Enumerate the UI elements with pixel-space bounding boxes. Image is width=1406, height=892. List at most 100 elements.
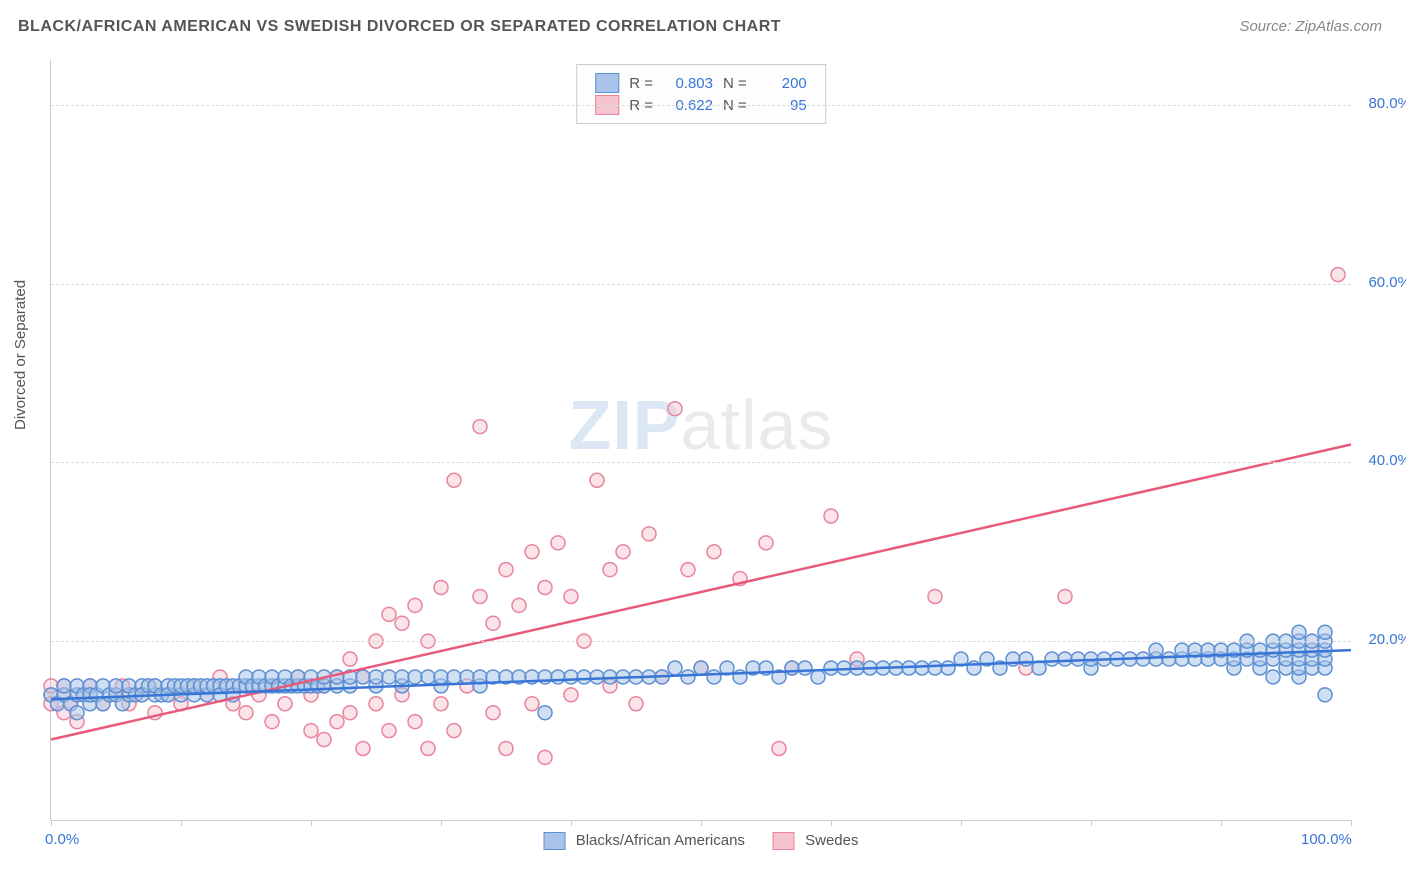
scatter-point-pink (525, 545, 539, 559)
scatter-point-pink (434, 581, 448, 595)
legend-n-value: 200 (757, 75, 807, 92)
legend-swatch-blue (595, 73, 619, 93)
scatter-point-blue (109, 679, 123, 693)
scatter-point-pink (1058, 589, 1072, 603)
scatter-point-blue (395, 670, 409, 684)
scatter-point-pink (499, 741, 513, 755)
legend-swatch-pink (773, 832, 795, 850)
scatter-point-blue (941, 661, 955, 675)
x-tick (311, 820, 312, 826)
chart-svg (51, 60, 1351, 820)
scatter-point-pink (538, 750, 552, 764)
x-tick (441, 820, 442, 826)
legend-bottom-item: Blacks/African Americans (544, 832, 745, 850)
scatter-point-pink (642, 527, 656, 541)
gridline-h (51, 641, 1351, 642)
scatter-point-pink (928, 589, 942, 603)
scatter-point-pink (707, 545, 721, 559)
scatter-point-blue (824, 661, 838, 675)
scatter-point-pink (564, 688, 578, 702)
scatter-point-blue (538, 706, 552, 720)
regression-line-pink (51, 444, 1351, 739)
x-tick (701, 820, 702, 826)
y-axis-label: Divorced or Separated (12, 280, 29, 430)
scatter-point-pink (473, 420, 487, 434)
scatter-point-blue (1266, 670, 1280, 684)
scatter-point-pink (681, 563, 695, 577)
scatter-point-pink (447, 724, 461, 738)
scatter-point-blue (1019, 652, 1033, 666)
scatter-point-pink (421, 741, 435, 755)
source-label: Source: ZipAtlas.com (1239, 18, 1382, 35)
x-tick (181, 820, 182, 826)
legend-swatch-blue (544, 832, 566, 850)
scatter-point-blue (1318, 625, 1332, 639)
scatter-point-pink (759, 536, 773, 550)
plot-area: ZIPatlas R = 0.803 N = 200 R = 0.622 N =… (50, 60, 1351, 821)
legend-top: R = 0.803 N = 200 R = 0.622 N = 95 (576, 64, 826, 124)
scatter-point-blue (694, 661, 708, 675)
scatter-point-blue (577, 670, 591, 684)
scatter-point-blue (369, 670, 383, 684)
scatter-point-blue (1045, 652, 1059, 666)
scatter-point-pink (395, 616, 409, 630)
scatter-point-blue (70, 706, 84, 720)
scatter-point-pink (265, 715, 279, 729)
scatter-point-pink (278, 697, 292, 711)
scatter-point-pink (473, 589, 487, 603)
scatter-point-pink (512, 598, 526, 612)
legend-r-value: 0.803 (663, 75, 713, 92)
y-tick-label: 40.0% (1368, 452, 1406, 469)
scatter-point-blue (915, 661, 929, 675)
scatter-point-blue (57, 679, 71, 693)
scatter-point-blue (551, 670, 565, 684)
scatter-point-pink (603, 563, 617, 577)
x-tick (961, 820, 962, 826)
scatter-point-pink (629, 697, 643, 711)
scatter-point-pink (356, 741, 370, 755)
scatter-point-pink (499, 563, 513, 577)
gridline-h (51, 284, 1351, 285)
scatter-point-blue (447, 670, 461, 684)
scatter-point-blue (785, 661, 799, 675)
scatter-point-pink (330, 715, 344, 729)
scatter-point-pink (343, 652, 357, 666)
x-tick (571, 820, 572, 826)
scatter-point-blue (1058, 652, 1072, 666)
gridline-h (51, 462, 1351, 463)
legend-bottom-label: Swedes (805, 832, 858, 849)
scatter-point-pink (772, 741, 786, 755)
scatter-point-pink (590, 473, 604, 487)
scatter-point-pink (434, 697, 448, 711)
x-tick (1091, 820, 1092, 826)
scatter-point-blue (668, 661, 682, 675)
scatter-point-pink (408, 598, 422, 612)
y-tick-label: 80.0% (1368, 95, 1406, 112)
scatter-point-blue (564, 670, 578, 684)
scatter-point-pink (382, 724, 396, 738)
scatter-point-blue (1149, 643, 1163, 657)
scatter-point-pink (447, 473, 461, 487)
scatter-point-pink (304, 724, 318, 738)
scatter-point-pink (343, 706, 357, 720)
x-tick (1351, 820, 1352, 826)
scatter-point-blue (1162, 652, 1176, 666)
legend-top-row: R = 0.803 N = 200 (595, 73, 807, 93)
scatter-point-blue (707, 670, 721, 684)
scatter-point-blue (590, 670, 604, 684)
scatter-point-pink (239, 706, 253, 720)
scatter-point-pink (538, 581, 552, 595)
scatter-point-blue (1253, 643, 1267, 657)
x-tick-label: 0.0% (45, 831, 79, 848)
y-tick-label: 60.0% (1368, 274, 1406, 291)
scatter-point-pink (1331, 268, 1345, 282)
scatter-point-pink (486, 706, 500, 720)
legend-r-label: R = (629, 75, 653, 92)
x-tick (1221, 820, 1222, 826)
scatter-point-blue (1292, 625, 1306, 639)
scatter-point-pink (369, 697, 383, 711)
scatter-point-blue (681, 670, 695, 684)
scatter-point-pink (317, 733, 331, 747)
scatter-point-pink (408, 715, 422, 729)
gridline-h (51, 105, 1351, 106)
